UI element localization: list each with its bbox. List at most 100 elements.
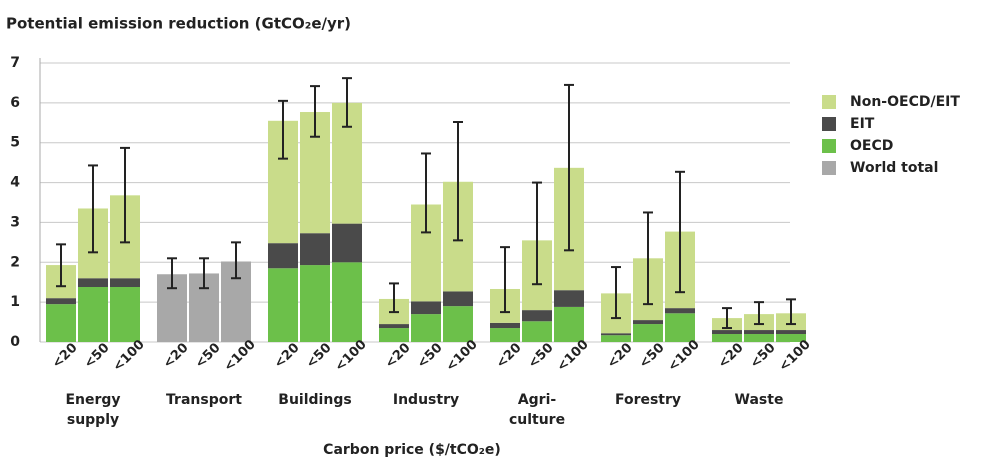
- bar-segment: [712, 330, 742, 335]
- y-tick-label: 5: [10, 135, 20, 151]
- bar-segment: [110, 278, 140, 287]
- error-bar: [786, 298, 796, 326]
- bar-segment: [554, 306, 584, 342]
- x-tick-label: <100: [110, 337, 147, 374]
- error-bar: [231, 241, 241, 280]
- y-tick-label: 7: [10, 55, 20, 71]
- group-label: Industry: [393, 392, 459, 408]
- bar-segment: [601, 335, 631, 342]
- error-bar: [167, 257, 177, 290]
- bar-segment: [78, 286, 108, 342]
- error-bar: [500, 246, 510, 314]
- legend-label: OECD: [850, 138, 893, 154]
- bar-segment: [411, 314, 441, 342]
- legend-swatch: [822, 161, 836, 175]
- group-label: Buildings: [278, 392, 351, 408]
- group-label: supply: [67, 412, 119, 428]
- group-label: culture: [509, 412, 565, 428]
- chart-title: Potential emission reduction (GtCO₂e/yr): [6, 15, 351, 33]
- legend-swatch: [822, 117, 836, 131]
- x-tick-label: <20: [271, 340, 302, 371]
- bar-segment: [633, 320, 663, 325]
- bar-segment: [443, 291, 473, 307]
- bar-segment: [665, 313, 695, 342]
- x-tick-label: <100: [665, 337, 702, 374]
- x-tick-label: <50: [525, 340, 556, 371]
- bar-segment: [411, 301, 441, 315]
- error-bar: [199, 257, 209, 290]
- legend-swatch: [822, 95, 836, 109]
- error-bar: [310, 85, 320, 138]
- error-bar: [421, 152, 431, 234]
- x-axis-label: Carbon price ($/tCO₂e): [323, 442, 501, 458]
- bar-segment: [46, 298, 76, 305]
- x-tick-label: <50: [414, 340, 445, 371]
- x-tick-label: <50: [636, 340, 667, 371]
- error-bar: [754, 301, 764, 326]
- x-tick-label: <50: [192, 340, 223, 371]
- error-bar: [532, 181, 542, 286]
- legend-label: EIT: [850, 116, 875, 132]
- bar-segment: [300, 233, 330, 266]
- bar-segment: [712, 334, 742, 342]
- bar-segment: [332, 262, 362, 342]
- bar-segment: [110, 286, 140, 342]
- bar-segment: [268, 268, 298, 342]
- x-tick-label: <20: [382, 340, 413, 371]
- error-bar: [453, 120, 463, 242]
- error-bar: [88, 164, 98, 254]
- x-tick-label: <20: [493, 340, 524, 371]
- y-tick-label: 6: [10, 95, 20, 111]
- bar-segment: [490, 322, 520, 329]
- error-bar: [342, 77, 352, 128]
- bar-segment: [443, 306, 473, 342]
- x-tick-label: <50: [81, 340, 112, 371]
- y-tick-label: 0: [10, 334, 20, 350]
- y-tick-label: 3: [10, 214, 20, 230]
- bar-segment: [46, 304, 76, 342]
- error-bar: [611, 266, 621, 320]
- x-tick-label: <20: [49, 340, 80, 371]
- bar-segment: [490, 328, 520, 342]
- x-tick-label: <50: [747, 340, 778, 371]
- bar-segment: [332, 223, 362, 263]
- error-bar: [643, 211, 653, 306]
- group-label: Energy: [65, 392, 120, 408]
- bar-segment: [633, 324, 663, 342]
- bar-segment: [379, 328, 409, 342]
- bar-segment: [522, 321, 552, 342]
- x-tick-label: <100: [443, 337, 480, 374]
- bar-segment: [268, 243, 298, 269]
- legend-label: Non-OECD/EIT: [850, 94, 960, 110]
- group-label: Transport: [166, 392, 242, 408]
- bar-segment: [744, 330, 774, 335]
- error-bar: [722, 307, 732, 330]
- x-tick-label: <50: [303, 340, 334, 371]
- bar-segment: [78, 278, 108, 287]
- x-tick-label: <20: [604, 340, 635, 371]
- error-bar: [389, 282, 399, 314]
- x-tick-label: <100: [221, 337, 258, 374]
- y-tick-label: 1: [10, 294, 20, 310]
- error-bar: [564, 83, 574, 252]
- bar-segment: [776, 330, 806, 335]
- group-label: Agri-: [518, 392, 557, 408]
- bar-segment: [776, 334, 806, 342]
- error-bar: [120, 146, 130, 244]
- x-tick-label: <20: [715, 340, 746, 371]
- y-tick-label: 4: [10, 175, 20, 191]
- legend-swatch: [822, 139, 836, 153]
- bar-segment: [522, 310, 552, 322]
- y-tick-label: 2: [10, 254, 20, 270]
- bar-segment: [554, 290, 584, 307]
- error-bar: [278, 99, 288, 160]
- x-tick-label: <100: [776, 337, 813, 374]
- x-tick-label: <100: [554, 337, 591, 374]
- bar-segment: [300, 265, 330, 342]
- error-bar: [56, 243, 66, 288]
- bar-segment: [665, 308, 695, 314]
- group-label: Forestry: [615, 392, 681, 408]
- bar-segment: [379, 324, 409, 329]
- legend-label: World total: [850, 160, 938, 176]
